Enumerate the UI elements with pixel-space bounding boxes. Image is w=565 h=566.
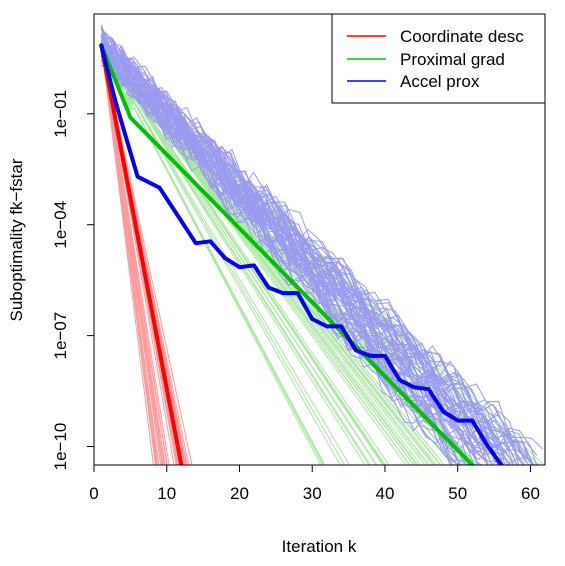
x-tick-label: 60 xyxy=(521,484,540,503)
x-tick-label: 0 xyxy=(89,484,98,503)
legend-label-proximal-grad: Proximal grad xyxy=(400,50,505,69)
run-line xyxy=(100,36,493,465)
run-line xyxy=(100,41,462,465)
legend: Coordinate desc Proximal grad Accel prox xyxy=(331,13,546,104)
x-axis: 0 10 20 30 40 50 60 xyxy=(89,464,540,503)
run-line xyxy=(101,41,534,464)
run-line xyxy=(100,45,370,465)
y-tick-label: 1e−01 xyxy=(51,90,70,138)
mean-lines xyxy=(99,43,504,465)
mean-line-proximal-grad xyxy=(99,43,475,465)
x-tick-label: 50 xyxy=(448,484,467,503)
legend-label-accel-prox: Accel prox xyxy=(400,72,480,91)
band-accel-prox xyxy=(100,24,543,465)
run-line xyxy=(100,45,156,465)
x-tick-label: 10 xyxy=(157,484,176,503)
x-axis-label: Iteration k xyxy=(282,537,357,556)
run-line xyxy=(101,53,453,465)
x-tick-label: 40 xyxy=(376,484,395,503)
run-line xyxy=(100,45,166,465)
x-tick-label: 30 xyxy=(303,484,322,503)
run-line xyxy=(100,24,533,465)
run-line xyxy=(100,52,489,464)
y-tick-label: 1e−04 xyxy=(51,201,70,249)
legend-label-coordinate-desc: Coordinate desc xyxy=(400,27,524,46)
mean-line-coordinate-desc xyxy=(99,43,184,465)
y-axis-label: Suboptimality fk−fstar xyxy=(7,158,26,321)
y-axis: 1e−01 1e−04 1e−07 1e−10 xyxy=(51,90,95,471)
run-line xyxy=(100,45,324,465)
y-tick-label: 1e−07 xyxy=(51,312,70,360)
x-tick-label: 20 xyxy=(230,484,249,503)
run-line xyxy=(100,29,467,465)
run-line xyxy=(100,45,350,465)
run-line xyxy=(100,45,366,465)
run-line xyxy=(101,52,543,450)
y-tick-label: 1e−10 xyxy=(51,423,70,471)
run-line xyxy=(100,39,540,465)
mean-line-accel-prox xyxy=(99,43,504,465)
run-line xyxy=(100,35,534,465)
